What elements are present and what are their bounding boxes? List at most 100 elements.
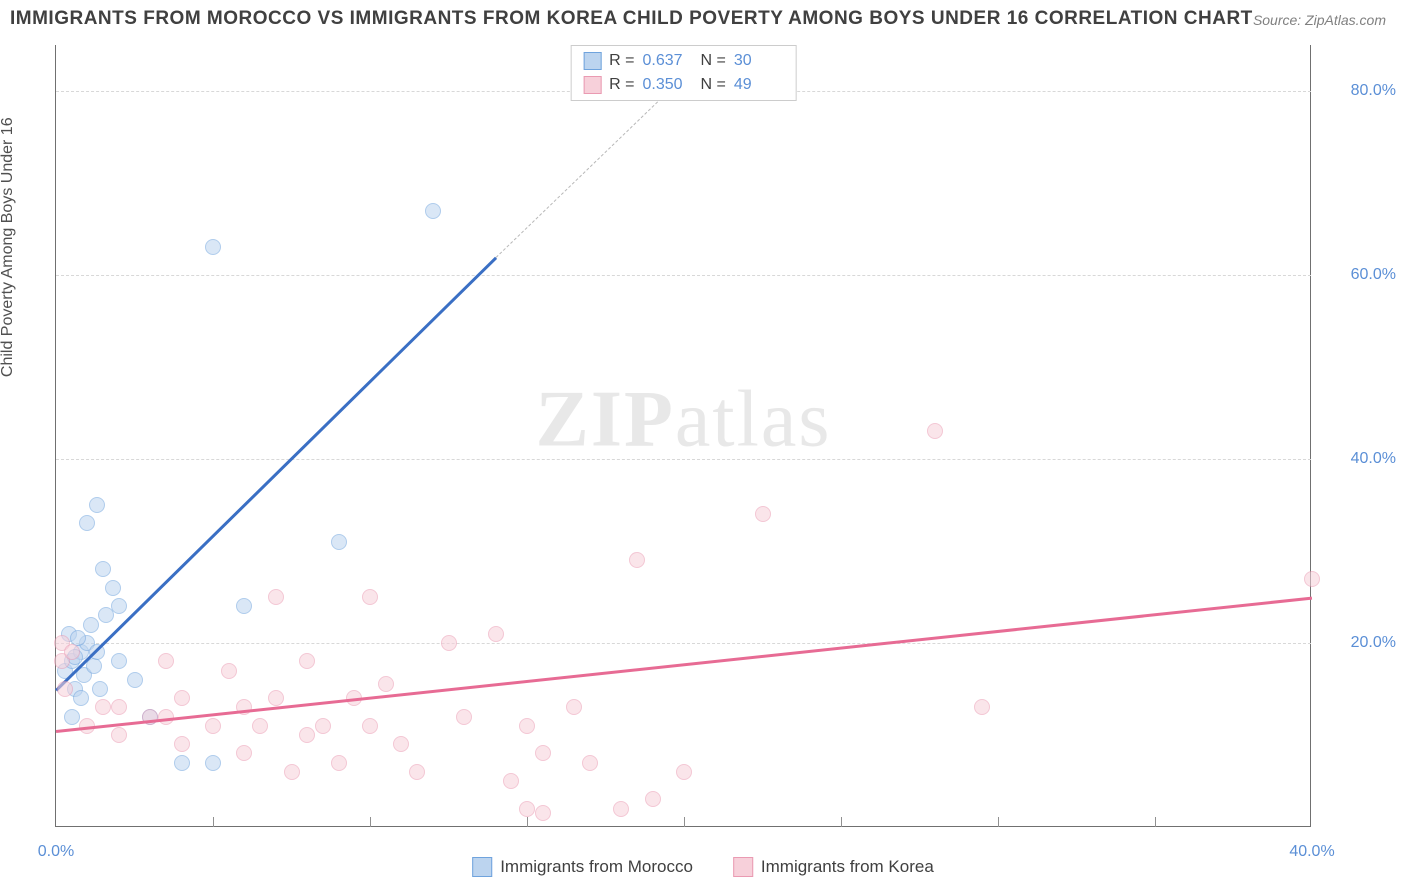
data-point bbox=[89, 497, 105, 513]
data-point bbox=[79, 515, 95, 531]
data-point bbox=[566, 699, 582, 715]
x-tick-label: 40.0% bbox=[1289, 843, 1334, 861]
grid-line bbox=[56, 275, 1311, 276]
legend-r-value: 0.350 bbox=[643, 73, 693, 97]
plot-area: ZIPatlas R =0.637N =30R =0.350N =49 20.0… bbox=[55, 45, 1311, 827]
correlation-legend: R = 0.637 N = 30 R = 0.350 N = 49 bbox=[570, 45, 797, 101]
data-point bbox=[613, 801, 629, 817]
data-point bbox=[64, 709, 80, 725]
data-point bbox=[582, 755, 598, 771]
legend-n-value: 49 bbox=[734, 73, 784, 97]
watermark-bold: ZIP bbox=[536, 375, 675, 463]
data-point bbox=[83, 617, 99, 633]
chart-title: IMMIGRANTS FROM MOROCCO VS IMMIGRANTS FR… bbox=[10, 8, 1253, 30]
data-point bbox=[174, 690, 190, 706]
data-point bbox=[205, 718, 221, 734]
data-point bbox=[629, 552, 645, 568]
trend-line bbox=[55, 257, 496, 691]
legend-item: Immigrants from Korea bbox=[733, 857, 934, 877]
legend-n-value: 30 bbox=[734, 49, 784, 73]
data-point bbox=[393, 736, 409, 752]
legend-row: R = 0.350 N = 49 bbox=[583, 73, 784, 97]
data-point bbox=[174, 736, 190, 752]
trend-line bbox=[56, 597, 1312, 733]
data-point bbox=[221, 663, 237, 679]
legend-item: Immigrants from Morocco bbox=[472, 857, 693, 877]
data-point bbox=[236, 745, 252, 761]
legend-swatch bbox=[733, 857, 753, 877]
data-point bbox=[205, 239, 221, 255]
data-point bbox=[378, 676, 394, 692]
data-point bbox=[73, 690, 89, 706]
legend-swatch bbox=[583, 76, 601, 94]
data-point bbox=[57, 681, 73, 697]
legend-label: Immigrants from Morocco bbox=[500, 857, 693, 877]
data-point bbox=[111, 699, 127, 715]
legend-row: R = 0.637 N = 30 bbox=[583, 49, 784, 73]
x-tick-label: 0.0% bbox=[38, 843, 74, 861]
data-point bbox=[409, 764, 425, 780]
data-point bbox=[676, 764, 692, 780]
data-point bbox=[252, 718, 268, 734]
legend-n-label: N = bbox=[701, 49, 726, 73]
y-tick-label: 40.0% bbox=[1351, 450, 1396, 468]
data-point bbox=[111, 598, 127, 614]
x-tick bbox=[527, 817, 528, 827]
x-tick bbox=[841, 817, 842, 827]
grid-line bbox=[56, 643, 1311, 644]
data-point bbox=[127, 672, 143, 688]
data-point bbox=[92, 681, 108, 697]
data-point bbox=[503, 773, 519, 789]
legend-label: Immigrants from Korea bbox=[761, 857, 934, 877]
legend-n-label: N = bbox=[701, 73, 726, 97]
data-point bbox=[268, 690, 284, 706]
x-tick bbox=[684, 817, 685, 827]
legend-swatch bbox=[583, 52, 601, 70]
data-point bbox=[755, 506, 771, 522]
data-point bbox=[284, 764, 300, 780]
watermark-rest: atlas bbox=[675, 375, 832, 463]
legend-r-label: R = bbox=[609, 73, 634, 97]
x-tick bbox=[1155, 817, 1156, 827]
data-point bbox=[315, 718, 331, 734]
legend-r-value: 0.637 bbox=[643, 49, 693, 73]
grid-line bbox=[56, 459, 1311, 460]
data-point bbox=[927, 423, 943, 439]
y-axis-label: Child Poverty Among Boys Under 16 bbox=[0, 117, 17, 377]
data-point bbox=[158, 653, 174, 669]
data-point bbox=[1304, 571, 1320, 587]
data-point bbox=[205, 755, 221, 771]
data-point bbox=[362, 718, 378, 734]
watermark: ZIPatlas bbox=[536, 374, 832, 465]
data-point bbox=[111, 653, 127, 669]
data-point bbox=[105, 580, 121, 596]
data-point bbox=[519, 718, 535, 734]
data-point bbox=[519, 801, 535, 817]
right-axis bbox=[1310, 45, 1311, 826]
source-attribution: Source: ZipAtlas.com bbox=[1253, 12, 1386, 28]
data-point bbox=[456, 709, 472, 725]
legend-r-label: R = bbox=[609, 49, 634, 73]
legend-swatch bbox=[472, 857, 492, 877]
data-point bbox=[268, 589, 284, 605]
data-point bbox=[236, 598, 252, 614]
data-point bbox=[974, 699, 990, 715]
y-tick-label: 60.0% bbox=[1351, 266, 1396, 284]
x-tick bbox=[213, 817, 214, 827]
y-tick-label: 80.0% bbox=[1351, 82, 1396, 100]
x-tick bbox=[998, 817, 999, 827]
data-point bbox=[299, 727, 315, 743]
data-point bbox=[362, 589, 378, 605]
data-point bbox=[441, 635, 457, 651]
data-point bbox=[158, 709, 174, 725]
series-legend: Immigrants from Morocco Immigrants from K… bbox=[472, 857, 934, 877]
data-point bbox=[535, 745, 551, 761]
data-point bbox=[95, 699, 111, 715]
data-point bbox=[64, 644, 80, 660]
data-point bbox=[645, 791, 661, 807]
x-tick bbox=[370, 817, 371, 827]
data-point bbox=[425, 203, 441, 219]
data-point bbox=[174, 755, 190, 771]
data-point bbox=[299, 653, 315, 669]
data-point bbox=[488, 626, 504, 642]
